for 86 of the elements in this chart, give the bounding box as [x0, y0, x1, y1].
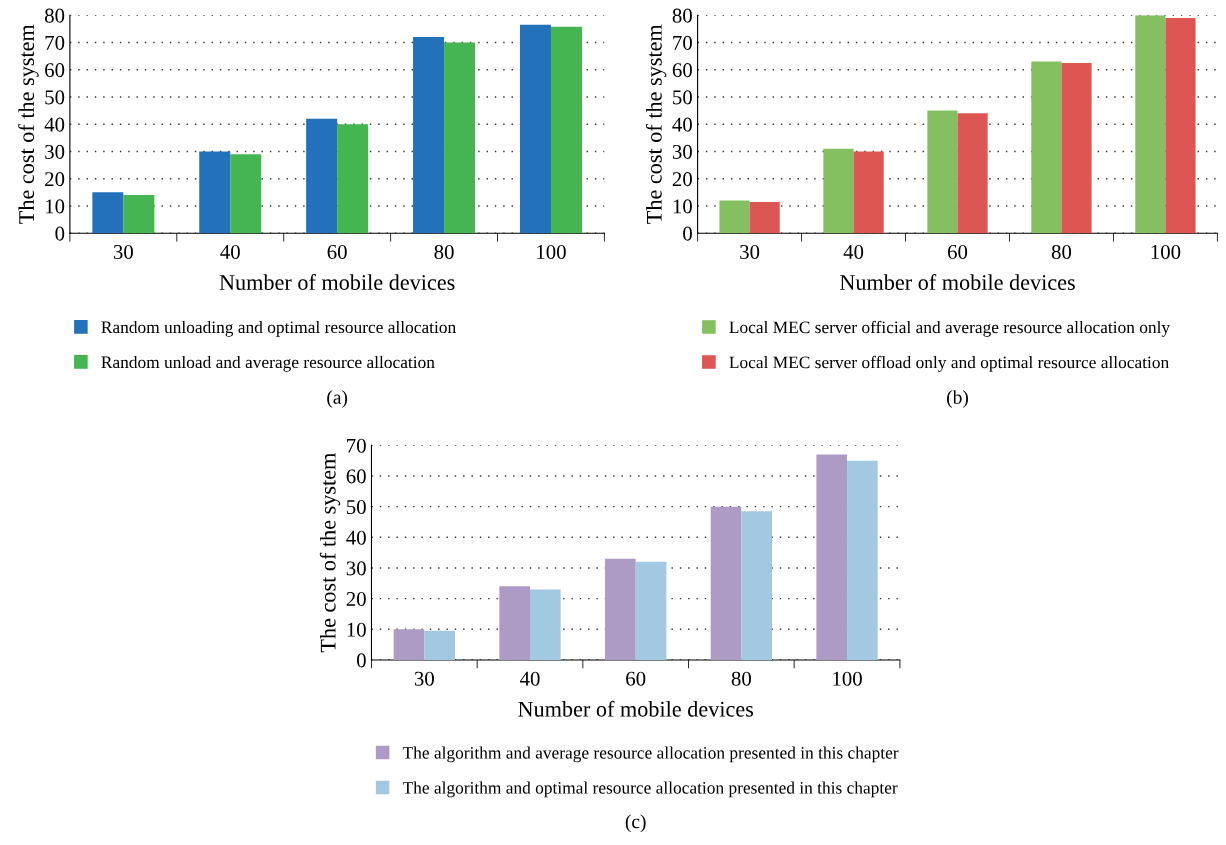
legend-label: The algorithm and average resource allocation presented in this chapter: [402, 746, 899, 763]
y-tick-label: 0: [55, 226, 65, 241]
y-tick-label: 50: [346, 500, 366, 515]
bar: [1031, 61, 1062, 234]
y-tick-label: 50: [673, 90, 692, 105]
bar: [499, 586, 530, 660]
x-tick-label: 80: [731, 671, 751, 686]
bar: [444, 42, 476, 234]
y-tick-label: 0: [683, 226, 692, 241]
bar: [957, 113, 988, 234]
y-tick-label: 80: [44, 8, 65, 23]
bar: [306, 118, 338, 234]
y-tick-label: 10: [673, 199, 692, 214]
bar: [605, 558, 636, 660]
y-tick-label: 30: [45, 144, 65, 159]
y-tick-label: 70: [347, 438, 366, 453]
text: (a): [327, 390, 348, 408]
y-axis-title: The cost of the system: [319, 453, 341, 653]
bar: [393, 629, 425, 660]
bar: [337, 124, 369, 234]
x-tick-label: 80: [434, 244, 454, 259]
bar: [927, 110, 958, 234]
bar: [92, 192, 124, 234]
x-tick-label: 100: [537, 244, 566, 259]
bar: [424, 630, 455, 660]
x-axis-title: Number of mobile devices: [518, 700, 754, 717]
bar: [635, 561, 667, 660]
bar: [123, 195, 155, 234]
legend-label: The algorithm and optimal resource allocation presented in this chapter: [402, 781, 898, 798]
y-tick-label: 40: [346, 530, 366, 545]
x-tick-label: 100: [833, 671, 862, 686]
bar: [719, 200, 750, 234]
y-tick-label: 60: [45, 63, 65, 78]
bar: [823, 148, 854, 234]
legend-label: Random unloading and optimal resource allocation: [101, 320, 456, 337]
text: (b): [947, 390, 968, 408]
y-tick-label: 70: [45, 35, 65, 50]
y-tick-label: 0: [356, 653, 366, 668]
bar: [847, 460, 878, 660]
x-tick-label: 60: [327, 244, 347, 259]
x-tick-label: 60: [626, 671, 646, 686]
x-tick-label: 100: [1151, 244, 1181, 259]
y-tick-label: 60: [346, 469, 366, 484]
y-tick-label: 30: [672, 144, 692, 159]
y-tick-label: 40: [44, 117, 65, 132]
bar: [530, 589, 561, 660]
y-tick-label: 10: [46, 199, 65, 214]
x-tick-label: 40: [519, 671, 540, 686]
bar: [230, 154, 262, 234]
y-tick-label: 20: [346, 592, 366, 607]
bar: [853, 151, 884, 234]
y-tick-label: 80: [672, 8, 692, 23]
x-tick-label: 30: [414, 671, 434, 686]
y-tick-label: 40: [672, 117, 692, 132]
y-tick-label: 60: [672, 63, 692, 78]
legend-label: Local MEC server offload only and optimal resource allocation: [729, 355, 1169, 372]
text: (c): [625, 814, 646, 833]
x-axis-title: Number of mobile devices: [839, 274, 1075, 290]
legend-label: Random unload and average resource allocation: [101, 355, 435, 372]
bar: [749, 201, 780, 234]
y-tick-label: 20: [45, 172, 65, 187]
y-tick-label: 70: [673, 35, 692, 50]
y-tick-label: 50: [45, 90, 65, 105]
x-tick-label: 30: [113, 244, 133, 259]
x-tick-label: 60: [947, 244, 968, 259]
bar: [1135, 15, 1166, 234]
x-tick-label: 40: [843, 244, 864, 259]
y-tick-label: 20: [672, 172, 692, 187]
bar: [741, 511, 773, 660]
bar: [1061, 62, 1092, 234]
y-tick-label: 30: [346, 561, 366, 576]
x-axis-title: Number of mobile devices: [219, 274, 455, 290]
x-tick-label: 30: [740, 244, 760, 259]
bar: [550, 26, 582, 234]
y-axis-title: The cost of the system: [645, 24, 667, 224]
x-tick-label: 40: [220, 244, 240, 259]
x-tick-label: 80: [1051, 244, 1072, 259]
bar: [1165, 17, 1196, 234]
bar: [199, 151, 231, 234]
legend-label: Local MEC server official and average resource allocation only: [729, 320, 1171, 337]
y-axis-title: The cost of the system: [18, 24, 39, 224]
bar: [519, 24, 551, 234]
y-tick-label: 10: [347, 622, 366, 637]
bar: [413, 37, 445, 234]
bar: [710, 506, 742, 660]
bar: [816, 454, 848, 660]
